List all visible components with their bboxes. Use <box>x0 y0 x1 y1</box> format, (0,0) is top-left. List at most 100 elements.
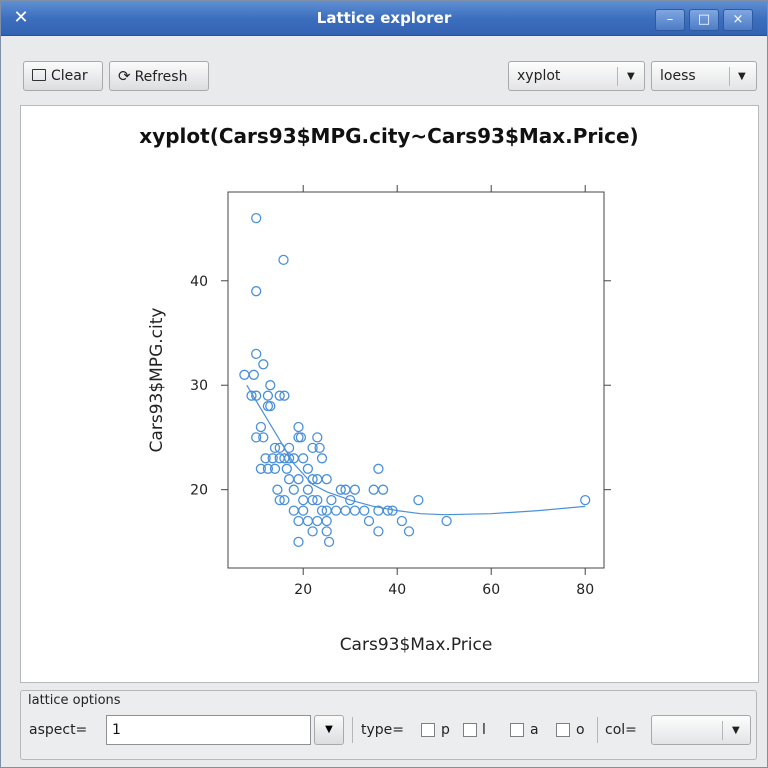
refresh-button[interactable]: ⟳ Refresh <box>109 61 209 91</box>
plot-panel <box>227 191 605 569</box>
type-l-checkbox[interactable] <box>463 723 477 737</box>
data-point <box>269 442 281 454</box>
y-tick-label: 40 <box>190 274 208 290</box>
data-point <box>580 494 591 506</box>
data-point <box>246 390 257 401</box>
divider <box>722 721 723 740</box>
data-point <box>283 453 295 464</box>
data-point <box>288 505 299 516</box>
data-point <box>283 474 295 485</box>
data-point <box>288 484 299 495</box>
plot-type-select[interactable]: xyplot ▼ <box>508 61 645 91</box>
data-point <box>441 515 452 527</box>
data-point <box>293 536 304 548</box>
clear-button[interactable]: Clear <box>23 61 103 91</box>
x-tick-label: 80 <box>576 582 594 598</box>
data-point <box>258 432 269 443</box>
data-point <box>298 494 309 506</box>
data-point <box>321 515 332 527</box>
aspect-label: aspect= <box>29 722 88 738</box>
plot-area: xyplot(Cars93$MPG.city~Cars93$Max.Price)… <box>20 105 759 683</box>
type-p-checkbox[interactable] <box>421 723 435 737</box>
close-icon: × <box>732 12 744 27</box>
data-point <box>396 515 408 527</box>
data-point <box>295 432 307 443</box>
data-point <box>307 474 318 485</box>
chevron-down-icon: ▼ <box>732 725 740 736</box>
data-point <box>349 484 361 495</box>
type-o-checkbox[interactable] <box>556 723 570 737</box>
loess-line <box>246 384 586 516</box>
data-point <box>321 526 332 537</box>
data-point <box>272 484 283 495</box>
y-axis-label: Cars93$MPG.city <box>147 308 167 453</box>
smoother-select[interactable]: loess ▼ <box>651 61 757 91</box>
clear-icon <box>32 69 46 81</box>
data-point <box>262 400 274 412</box>
data-point <box>349 505 361 516</box>
minimize-icon: – <box>666 12 674 27</box>
type-o-label: o <box>576 722 585 738</box>
data-point <box>265 380 276 391</box>
chevron-down-icon: ▼ <box>738 71 746 82</box>
data-point <box>269 463 281 474</box>
data-point <box>330 505 342 516</box>
type-a-checkbox[interactable] <box>510 723 524 737</box>
col-label: col= <box>605 722 637 738</box>
x-icon: ✕ <box>13 7 29 28</box>
data-point <box>316 505 328 516</box>
col-select[interactable]: ▼ <box>651 715 751 745</box>
maximize-button[interactable]: □ <box>689 9 719 31</box>
clear-label: Clear <box>51 68 88 84</box>
data-point <box>387 505 398 516</box>
data-point <box>293 421 304 433</box>
data-point <box>293 515 304 527</box>
data-point <box>314 442 325 454</box>
data-point <box>302 484 314 495</box>
data-point <box>302 515 314 527</box>
x-tick-label: 20 <box>294 582 312 598</box>
data-point <box>323 536 335 548</box>
y-tick-label: 30 <box>190 378 208 394</box>
data-point <box>312 515 323 527</box>
data-point <box>255 463 267 474</box>
data-point <box>307 526 318 537</box>
data-point <box>258 359 269 370</box>
options-group-label: lattice options <box>28 693 121 708</box>
aspect-input[interactable]: 1 <box>106 715 311 745</box>
minimize-button[interactable]: – <box>655 9 685 31</box>
data-point <box>251 212 262 224</box>
data-point <box>382 505 393 516</box>
title-bar[interactable]: ✕ Lattice explorer – □ × <box>1 1 767 36</box>
data-point <box>326 494 337 506</box>
data-point <box>239 369 250 380</box>
data-point <box>373 526 384 537</box>
scatter-chart: xyplot(Cars93$MPG.city~Cars93$Max.Price)… <box>139 124 638 655</box>
data-point <box>274 494 285 506</box>
data-point <box>345 494 356 506</box>
data-point <box>262 390 274 401</box>
type-label: type= <box>361 722 405 738</box>
type-l-label: l <box>482 722 486 738</box>
data-point <box>373 463 384 474</box>
y-tick-label: 20 <box>190 483 208 499</box>
data-point <box>298 453 309 464</box>
data-point <box>251 348 262 360</box>
aspect-dropdown-button[interactable]: ▼ <box>314 715 344 745</box>
data-point <box>316 453 328 464</box>
x-tick-label: 40 <box>388 582 406 598</box>
window-title: Lattice explorer <box>316 9 452 27</box>
refresh-icon: ⟳ <box>118 67 131 85</box>
data-point <box>368 484 379 495</box>
type-p-label: p <box>441 722 450 738</box>
close-button[interactable]: × <box>723 9 753 31</box>
data-point <box>321 474 332 485</box>
chevron-down-icon: ▼ <box>325 724 333 735</box>
data-point <box>251 432 262 443</box>
data-point <box>251 286 262 297</box>
data-point <box>267 453 278 464</box>
data-point <box>413 494 424 506</box>
refresh-label: Refresh <box>134 69 188 85</box>
maximize-icon: □ <box>697 12 711 27</box>
data-point <box>262 463 274 474</box>
